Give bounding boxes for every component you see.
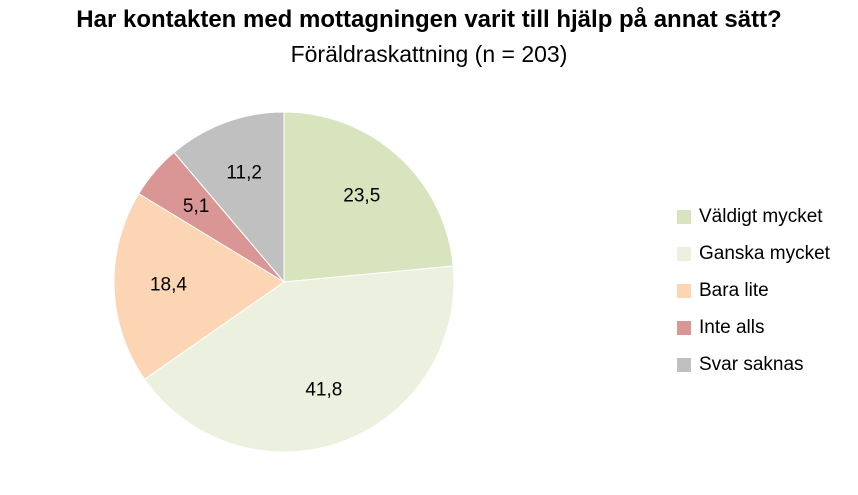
legend-item-3: Bara lite [677,272,830,309]
chart-subtitle: Föräldraskattning (n = 203) [290,41,568,67]
slice-label-5: 11,2 [226,162,262,183]
legend-swatch [677,357,691,372]
legend-item-5: Svar saknas [677,346,830,383]
slice-label-1: 23,5 [343,186,380,207]
legend: Väldigt mycket Ganska mycket Bara lite Inte… [677,198,830,383]
legend-item-1: Väldigt mycket [677,198,830,235]
legend-swatch [677,320,691,335]
pie-slice-5 [173,111,285,284]
legend-swatch [677,209,691,224]
pie-slice-2 [143,265,455,453]
legend-label: Bara lite [699,279,769,301]
pie-slice-1 [283,111,454,283]
legend-swatch [677,283,691,298]
legend-swatch [677,246,691,261]
slice-label-2: 41,8 [305,380,342,401]
legend-item-4: Inte alls [677,309,830,346]
slice-label-3: 18,4 [150,275,187,296]
legend-label: Ganska mycket [699,242,830,264]
legend-label: Väldigt mycket [699,205,823,227]
chart-title: Har kontakten med mottagningen varit til… [76,6,782,33]
legend-label: Inte alls [699,316,765,338]
legend-label: Svar saknas [699,353,804,375]
pie-slice-3 [113,192,285,381]
slice-label-4: 5,1 [183,196,209,217]
legend-item-2: Ganska mycket [677,235,830,272]
